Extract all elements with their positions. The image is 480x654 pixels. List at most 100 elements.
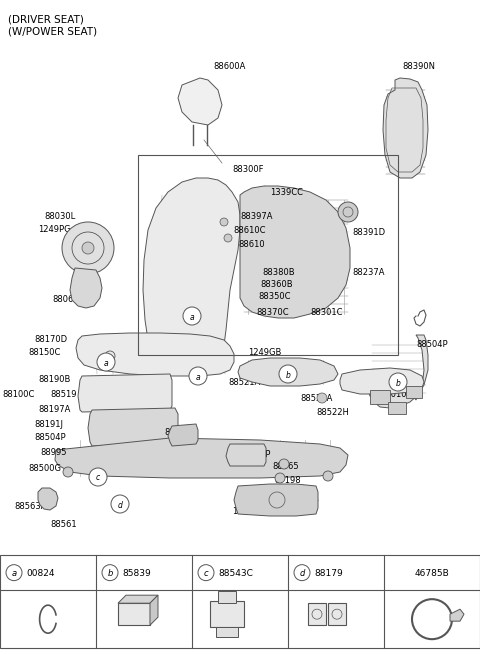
Text: 88543C: 88543C — [218, 569, 253, 577]
Text: b: b — [396, 379, 400, 388]
Text: 88519: 88519 — [50, 390, 76, 399]
Text: 88563A: 88563A — [14, 502, 47, 511]
Circle shape — [279, 365, 297, 383]
Text: 1249GB: 1249GB — [248, 348, 281, 357]
Text: 88100C: 88100C — [2, 390, 35, 399]
Text: 88610: 88610 — [238, 240, 264, 249]
Text: 88504P: 88504P — [416, 340, 448, 349]
Text: 88237A: 88237A — [352, 268, 384, 277]
Circle shape — [82, 242, 94, 254]
Text: 88522H: 88522H — [316, 408, 349, 417]
Circle shape — [62, 222, 114, 274]
Polygon shape — [226, 444, 266, 466]
Text: c: c — [96, 473, 100, 483]
Circle shape — [317, 393, 327, 403]
Bar — [0, 555, 480, 648]
Text: 88179: 88179 — [314, 569, 343, 577]
Polygon shape — [178, 78, 222, 125]
Circle shape — [389, 373, 407, 391]
Text: 88191J: 88191J — [34, 420, 63, 429]
Text: 88610C: 88610C — [233, 226, 265, 235]
Text: 88150C: 88150C — [28, 348, 60, 357]
Bar — [370, 390, 390, 404]
Polygon shape — [368, 335, 428, 408]
Text: 88057A: 88057A — [248, 362, 280, 371]
Text: 88197A: 88197A — [38, 405, 71, 414]
Circle shape — [279, 459, 289, 469]
Text: d: d — [300, 569, 305, 577]
Circle shape — [6, 564, 22, 581]
Text: 88521A: 88521A — [228, 378, 260, 387]
Text: 88370C: 88370C — [256, 308, 288, 317]
Polygon shape — [55, 438, 348, 478]
Text: 88010L: 88010L — [380, 390, 411, 399]
Text: 88504P: 88504P — [34, 433, 66, 442]
Circle shape — [89, 468, 107, 486]
Polygon shape — [88, 408, 178, 446]
Bar — [406, 386, 422, 398]
Circle shape — [189, 367, 207, 385]
Text: 1125KH: 1125KH — [232, 507, 265, 516]
Text: 00824: 00824 — [26, 569, 55, 577]
Text: 88067A: 88067A — [52, 295, 84, 304]
Circle shape — [63, 467, 73, 477]
Text: a: a — [12, 569, 17, 577]
Bar — [218, 591, 236, 603]
Text: 88500G: 88500G — [28, 464, 61, 473]
Polygon shape — [450, 609, 464, 621]
Text: c: c — [204, 569, 208, 577]
Text: 88301C: 88301C — [310, 308, 343, 317]
Circle shape — [323, 471, 333, 481]
Bar — [118, 603, 150, 625]
Text: 88191J: 88191J — [246, 494, 275, 503]
Text: 1339CC: 1339CC — [270, 188, 303, 197]
Text: b: b — [286, 371, 290, 379]
Bar — [308, 603, 326, 625]
Text: 85839: 85839 — [122, 569, 151, 577]
Bar — [138, 155, 398, 355]
Text: 87198: 87198 — [274, 476, 300, 485]
Polygon shape — [383, 78, 428, 178]
Text: b: b — [108, 569, 113, 577]
Text: (DRIVER SEAT): (DRIVER SEAT) — [8, 14, 84, 24]
Text: 88561: 88561 — [50, 520, 77, 529]
Polygon shape — [238, 358, 338, 386]
Polygon shape — [38, 488, 58, 510]
Polygon shape — [76, 333, 234, 376]
Circle shape — [95, 473, 105, 483]
Bar — [210, 601, 244, 627]
Circle shape — [275, 473, 285, 483]
Polygon shape — [340, 368, 424, 394]
Text: 1249PG: 1249PG — [38, 225, 71, 234]
Text: 88360B: 88360B — [260, 280, 293, 289]
Text: 88567B: 88567B — [164, 428, 197, 437]
Text: 95450P: 95450P — [240, 450, 271, 459]
Text: 88565: 88565 — [272, 462, 299, 471]
Circle shape — [338, 202, 358, 222]
Circle shape — [220, 218, 228, 226]
Polygon shape — [70, 268, 102, 308]
Circle shape — [102, 564, 118, 581]
Circle shape — [183, 307, 201, 325]
Circle shape — [198, 564, 214, 581]
Circle shape — [97, 353, 115, 371]
Polygon shape — [234, 484, 318, 516]
Bar — [388, 402, 406, 414]
Circle shape — [111, 495, 129, 513]
Bar — [328, 603, 346, 625]
Text: 88390N: 88390N — [402, 62, 435, 71]
Polygon shape — [240, 186, 350, 318]
Text: 46785B: 46785B — [415, 569, 449, 577]
Bar — [216, 627, 238, 637]
Polygon shape — [143, 178, 240, 352]
Circle shape — [294, 564, 310, 581]
Text: 88523A: 88523A — [300, 394, 332, 403]
Text: a: a — [104, 358, 108, 368]
Text: 88190B: 88190B — [38, 375, 71, 384]
Text: 88300F: 88300F — [232, 165, 264, 174]
Text: 88391D: 88391D — [352, 228, 385, 237]
Text: 88600A: 88600A — [213, 62, 245, 71]
Polygon shape — [118, 595, 158, 603]
Text: 88995: 88995 — [40, 448, 67, 457]
Text: 88380B: 88380B — [262, 268, 295, 277]
